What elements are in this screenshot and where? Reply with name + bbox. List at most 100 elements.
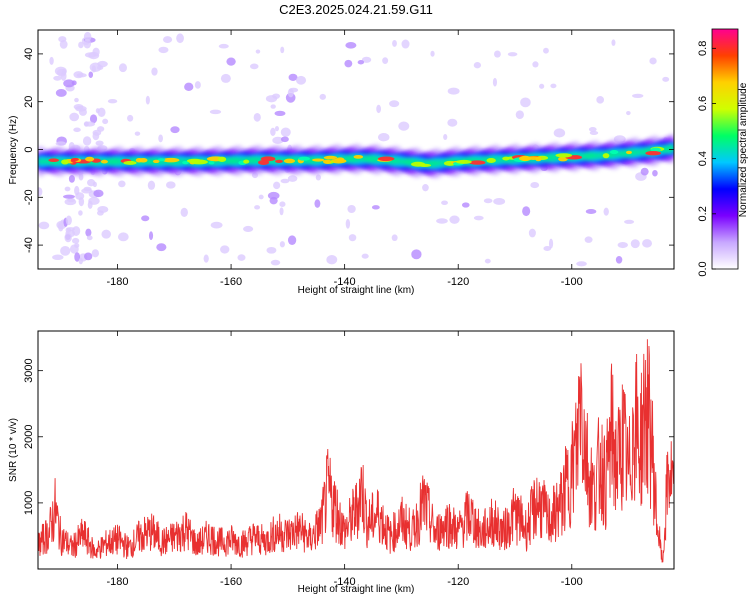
- spectrogram-x-tick-label: -120: [447, 276, 469, 288]
- spectrogram-speckle: [493, 198, 506, 205]
- spectrogram-speckle: [272, 136, 284, 144]
- spectrogram-speckle: [218, 43, 229, 49]
- chart-title: C2E3.2025.024.21.59.G11: [279, 2, 433, 17]
- spectrogram-speckle: [295, 75, 307, 85]
- spectrogram-speckle: [203, 254, 209, 263]
- colorbar-tick-label: 0.4: [697, 151, 709, 166]
- spectrogram-speckle: [71, 237, 80, 244]
- spectrogram-speckle: [84, 52, 97, 58]
- colorbar-tick-label: 0.8: [697, 41, 709, 56]
- spectrogram-speckle: [588, 127, 597, 132]
- spectrogram-speckle: [548, 238, 554, 249]
- spectrogram-speckle: [74, 97, 79, 103]
- spectrogram-hotspot: [208, 161, 215, 165]
- spectrogram-hotspot: [469, 160, 486, 165]
- spectrogram-speckle: [158, 46, 169, 54]
- spectrogram-speckle: [441, 200, 448, 205]
- spectrogram-speckle: [603, 207, 609, 216]
- spectrogram-speckle: [93, 189, 104, 198]
- spectrogram-speckle: [75, 192, 85, 200]
- spectrogram-speckle: [447, 87, 460, 95]
- spectrogram-hotspot: [455, 159, 472, 164]
- spectrogram-speckle: [494, 50, 501, 58]
- spectrogram-hotspot: [602, 153, 610, 159]
- spectrogram-x-tick-label: -100: [561, 276, 583, 288]
- snr-x-tick-label: -120: [447, 576, 469, 588]
- spectrogram-speckle: [279, 241, 285, 248]
- snr-panel: -180 -160 -140 -120 -100 1000 2000 3000 Height…: [8, 330, 675, 595]
- spectrogram-speckle: [117, 232, 129, 242]
- spectrogram-speckle: [273, 181, 281, 190]
- spectrogram-speckle: [95, 108, 100, 114]
- colorbar: 0.0 0.2 0.4 0.6 0.8 Normalized spectral ampl…: [697, 28, 749, 277]
- spectrogram-speckle: [78, 41, 84, 49]
- spectrogram-speckle: [265, 95, 278, 103]
- spectrogram-speckle: [626, 111, 631, 116]
- spectrogram-speckle: [315, 174, 321, 181]
- snr-frame: [37, 330, 675, 570]
- spectrogram-hotspot: [558, 156, 568, 162]
- spectrogram-speckle: [662, 76, 670, 82]
- spectrogram-speckle: [357, 60, 365, 65]
- spectrogram-speckle: [151, 67, 158, 76]
- spectrogram-speckle: [279, 201, 286, 207]
- spectrogram-speckle: [55, 141, 67, 146]
- spectrogram-speckle: [382, 57, 389, 64]
- spectrogram-speckle: [147, 180, 156, 190]
- spectrogram-y-tick-label: 20: [23, 96, 35, 108]
- spectrogram-speckle: [63, 194, 76, 199]
- spectrogram-speckle: [145, 95, 150, 105]
- spectrogram-speckle: [88, 71, 94, 78]
- spectrogram-hotspot: [162, 157, 180, 163]
- spectrogram-speckle: [58, 222, 64, 232]
- spectrogram-hotspot: [519, 155, 532, 162]
- spectrogram-y-tick-label: -20: [23, 189, 35, 205]
- spectrogram-speckle: [162, 36, 173, 43]
- snr-x-tick-label: -180: [106, 576, 128, 588]
- spectrogram-speckle: [391, 234, 398, 242]
- spectrogram-speckle: [86, 235, 93, 241]
- spectrogram-hotspot: [418, 163, 432, 167]
- spectrogram-speckle: [55, 88, 67, 97]
- spectrogram-y-axis-title: Frequency (Hz): [8, 116, 19, 185]
- spectrogram-hotspot: [609, 150, 619, 155]
- spectrogram-speckle: [401, 39, 410, 49]
- spectrogram-speckle: [59, 40, 68, 49]
- spectrogram-speckle: [101, 229, 112, 239]
- spectrogram-speckle: [220, 73, 231, 83]
- spectrogram-hotspot: [625, 150, 632, 155]
- spectrogram-speckle: [624, 219, 635, 224]
- spectrogram-speckle: [484, 258, 491, 264]
- spectrogram-speckle: [209, 109, 222, 115]
- spectrogram-speckle: [64, 186, 71, 192]
- snr-y-tick-label: 3000: [23, 358, 35, 382]
- spectrogram-speckle: [596, 96, 605, 104]
- spectrogram-speckle: [550, 83, 557, 89]
- spectrogram-speckle: [280, 46, 285, 54]
- spectrogram-speckle: [411, 249, 422, 260]
- spectrogram-speckle: [528, 228, 536, 238]
- snr-y-tick-label: 1000: [23, 491, 35, 515]
- spectrogram-speckle: [53, 75, 62, 81]
- spectrogram-speckle: [543, 47, 549, 54]
- colorbar-gradient: [711, 28, 739, 270]
- spectrogram-speckle: [449, 215, 460, 224]
- spectrogram-speckle: [170, 126, 180, 134]
- spectrogram-speckle: [443, 134, 448, 140]
- spectrogram-speckle: [156, 243, 167, 252]
- spectrogram-speckle: [102, 118, 109, 125]
- spectrogram-speckle: [61, 68, 67, 75]
- spectrogram-hotspot: [353, 154, 364, 159]
- snr-x-axis-title: Height of straight line (km): [298, 584, 415, 595]
- spectrogram-x-ticks: -180 -160 -140 -120 -100: [106, 30, 583, 288]
- spectrogram-hotspot: [298, 156, 311, 161]
- spectrogram-speckle: [118, 63, 127, 73]
- spectrogram-speckle: [84, 252, 93, 261]
- spectrogram-speckle: [87, 200, 93, 209]
- spectrogram-speckle: [69, 112, 80, 122]
- spectrogram-speckle: [279, 207, 284, 216]
- snr-x-tick-label: -100: [561, 576, 583, 588]
- spectrogram-speckle: [461, 202, 470, 208]
- spectrogram-hotspot: [486, 157, 496, 163]
- spectrogram-speckle: [344, 59, 353, 68]
